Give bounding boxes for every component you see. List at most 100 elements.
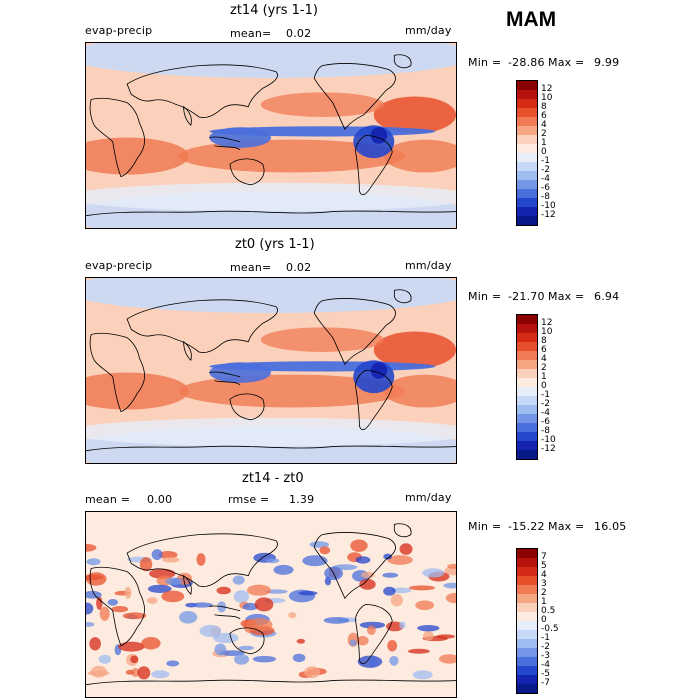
field-blob — [399, 543, 413, 555]
field-blob — [87, 670, 110, 676]
field-blob — [89, 637, 101, 651]
field-blob — [445, 592, 456, 604]
colorbar-tick-label: 4 — [541, 570, 547, 580]
colorbar-swatch — [517, 90, 537, 99]
field-blob — [86, 278, 456, 313]
colorbar-swatch — [517, 342, 537, 351]
colorbar-swatch — [517, 126, 537, 135]
colorbar-swatch — [517, 153, 537, 162]
field-blob — [86, 543, 97, 552]
field-blob — [191, 602, 213, 608]
colorbar-swatch — [517, 144, 537, 153]
field-blob — [417, 624, 440, 632]
field-blob — [246, 618, 273, 632]
colorbar-swatch — [517, 549, 537, 558]
colorbar-tick-label: 1 — [541, 372, 547, 382]
field-blob — [407, 648, 430, 654]
units-label-top: mm/day — [405, 24, 452, 37]
colorbar-top: 12 10 8 6 4 2 1 0 -1 -2 -4 -6 -8 -10 -12 — [516, 80, 556, 226]
colorbar-tick-label: 3 — [541, 579, 547, 589]
units-label-bottom: mm/day — [405, 491, 452, 504]
colorbar-tick-label: 7 — [541, 552, 547, 562]
colorbar-tick-label: -4 — [541, 408, 550, 418]
rmse-value-bottom: 1.39 — [289, 493, 315, 506]
field-blob — [86, 372, 189, 410]
min-value-middle: -21.70 — [508, 290, 545, 303]
field-blob — [350, 539, 368, 552]
colorbar-tick-label: -10 — [541, 201, 556, 211]
field-blob — [369, 655, 378, 668]
coastline-path — [209, 371, 241, 386]
colorbar-tick-label: -8 — [541, 192, 550, 202]
colorbar-swatch — [517, 162, 537, 171]
field-blob — [139, 557, 153, 572]
colorbar-tick-label: -7 — [541, 678, 550, 688]
field-blob — [296, 638, 306, 644]
colorbar-tick-label: -12 — [541, 444, 556, 454]
field-blob — [422, 568, 445, 578]
coastline-path — [393, 54, 412, 69]
colorbar-swatch — [517, 99, 537, 108]
field-blob — [209, 362, 271, 383]
map-panel-top — [85, 42, 457, 229]
colorbar-swatch — [517, 117, 537, 126]
colorbar-swatch — [517, 171, 537, 180]
field-blob — [356, 635, 369, 646]
colorbar-middle: 12 10 8 6 4 2 1 0 -1 -2 -4 -6 -8 -10 -12 — [516, 314, 556, 460]
panel-title-top: zt14 (yrs 1-1) — [230, 3, 318, 18]
field-blob — [390, 593, 404, 607]
coastline-path — [354, 135, 393, 196]
field-blob — [367, 625, 376, 635]
field-blob — [443, 582, 456, 589]
colorbar-swatch — [517, 558, 537, 567]
rmse-label-bottom: rmse = — [228, 493, 270, 506]
field-blob — [349, 639, 357, 647]
colorbar-tick-label: -3 — [541, 651, 550, 661]
variable-label-top: evap-precip — [85, 24, 153, 37]
field-blob — [273, 564, 294, 575]
coastline-path — [183, 340, 192, 362]
min-label-bottom: Min = — [468, 520, 502, 533]
colorbar-swatch — [517, 684, 537, 693]
colorbar-tick-label: -1 — [541, 633, 550, 643]
field-blob — [304, 666, 321, 679]
coastline-path — [313, 63, 396, 131]
max-label-top: Max = — [548, 56, 585, 69]
field-blob — [216, 586, 231, 595]
coastline-path — [126, 533, 278, 587]
field-blob — [387, 555, 413, 565]
field-blob — [254, 597, 274, 612]
field-blob — [179, 611, 198, 624]
colorbar-swatch — [517, 135, 537, 144]
field-blobs — [86, 278, 456, 463]
colorbar-swatch — [517, 108, 537, 117]
field-blob — [408, 585, 436, 591]
colorbar-tick-label: -4 — [541, 660, 550, 670]
field-blob — [131, 668, 140, 677]
colorbar-swatch — [517, 612, 537, 621]
field-blob — [86, 622, 95, 627]
colorbar-tick-label: 1 — [541, 138, 547, 148]
coastline-path — [209, 136, 241, 151]
coastlines — [86, 289, 456, 452]
field-blob — [86, 558, 101, 566]
coastline-path — [126, 299, 278, 353]
mean-value-top: 0.02 — [286, 27, 312, 40]
colorbar-tick-label: -0.5 — [541, 624, 559, 634]
field-blob — [137, 666, 151, 680]
colorbar-swatch — [517, 396, 537, 405]
mean-label-middle: mean= — [230, 261, 272, 274]
colorbar-swatch — [517, 369, 537, 378]
field-blob — [220, 650, 245, 656]
field-blob — [124, 586, 132, 599]
colorbar-swatch — [517, 639, 537, 648]
colorbar-swatch — [517, 576, 537, 585]
coastline-path — [89, 97, 145, 178]
field-blob — [86, 137, 189, 175]
colorbar-swatches — [516, 548, 538, 694]
colorbar-swatch — [517, 441, 537, 450]
coastline-path — [86, 679, 456, 686]
field-blob — [166, 660, 180, 667]
colorbar-swatch — [517, 567, 537, 576]
colorbar-tick-label: 0.5 — [541, 606, 556, 616]
